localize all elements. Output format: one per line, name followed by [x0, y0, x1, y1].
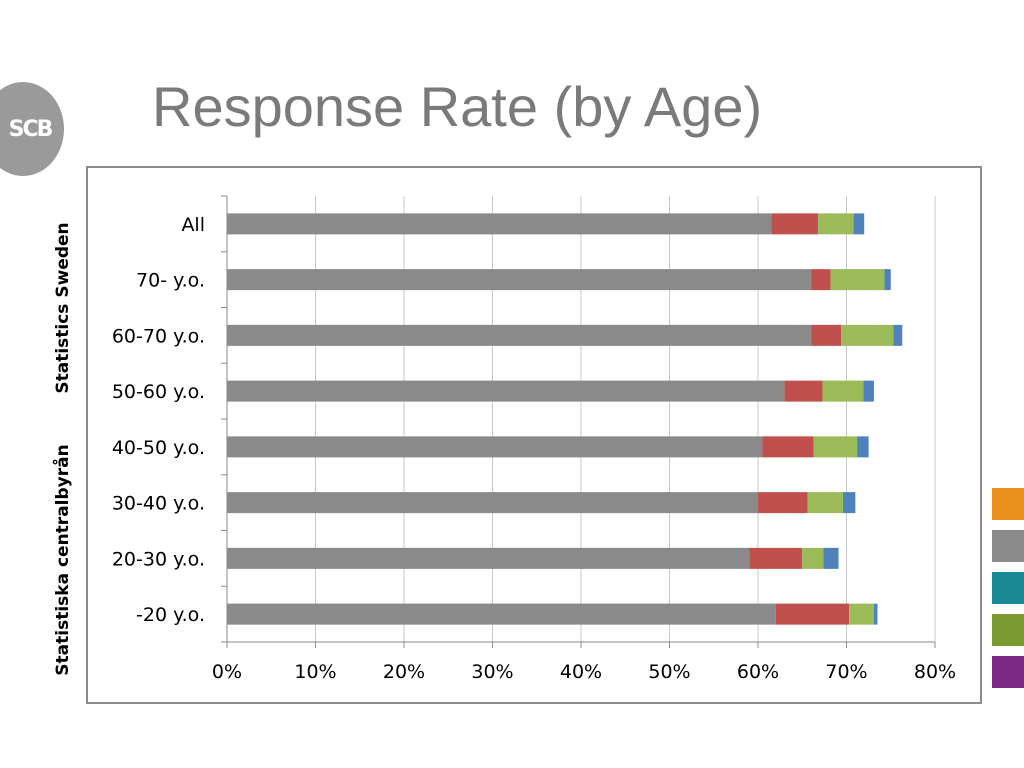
x-tick-label: 50% [648, 661, 690, 683]
category-label: 60-70 y.o. [112, 325, 205, 347]
bar-segment [802, 547, 824, 569]
scb-logo: SCB [0, 82, 64, 176]
category-label: 20-30 y.o. [112, 548, 205, 570]
bar-segment [884, 269, 891, 291]
color-swatches [992, 488, 1024, 698]
color-swatch [992, 488, 1024, 520]
bar-segment [841, 324, 894, 346]
bar-segment [830, 269, 885, 291]
bar-segment [811, 269, 831, 291]
bar-segment [849, 603, 874, 625]
bar-segment [771, 213, 819, 235]
x-tick-label: 20% [383, 661, 425, 683]
bar-segment [227, 492, 758, 514]
bar-segment [758, 492, 808, 514]
bar-segment [853, 213, 865, 235]
bar-segment [818, 213, 854, 235]
category-label: All [181, 214, 205, 236]
bar-segment [822, 380, 864, 402]
color-swatch [992, 614, 1024, 646]
category-label: -20 y.o. [136, 604, 205, 626]
response-rate-chart: 0% 10% 20% 30% 40% 50% 60% 70% 80% All 70- y.o. 60-… [112, 195, 956, 683]
bar-segment [227, 547, 750, 569]
x-tick-label: 10% [294, 661, 336, 683]
color-swatch [992, 572, 1024, 604]
x-tick-label: 40% [560, 661, 602, 683]
x-tick-label: 0% [212, 661, 242, 683]
bar-segment [762, 436, 814, 458]
color-swatch [992, 656, 1024, 688]
slide-title: Response Rate (by Age) [152, 75, 763, 138]
bar-segment [807, 492, 843, 514]
category-label: 40-50 y.o. [112, 437, 205, 459]
chart-frame: 0% 10% 20% 30% 40% 50% 60% 70% 80% All 70- y.o. 60-… [86, 166, 982, 704]
x-tick-label: 60% [737, 661, 779, 683]
bar-segment [784, 380, 823, 402]
bar-segment [823, 547, 839, 569]
bar-segment [813, 436, 858, 458]
bar-segment [227, 269, 812, 291]
side-text-statistics-sweden: Statistics Sweden [53, 222, 73, 394]
bar-segment [842, 492, 856, 514]
x-tick-label: 30% [471, 661, 513, 683]
category-label: 70- y.o. [136, 270, 205, 292]
scb-logo-text: SCB [8, 116, 54, 142]
bar-segment [863, 380, 874, 402]
bar-segment [873, 603, 878, 625]
bar-segment [811, 324, 842, 346]
bar-segment [227, 213, 772, 235]
bar-segment [227, 324, 812, 346]
x-tick-label: 80% [914, 661, 956, 683]
category-label: 50-60 y.o. [112, 381, 205, 403]
color-swatch [992, 530, 1024, 562]
side-text-statistiska-centralbyran: Statistiska centralbyrån [53, 444, 73, 676]
bar-segment [227, 436, 763, 458]
bar-segment [893, 324, 903, 346]
category-label: 30-40 y.o. [112, 493, 205, 515]
bar-segment [227, 380, 785, 402]
bar-segment [857, 436, 869, 458]
bar-segment [775, 603, 850, 625]
bar-segment [749, 547, 803, 569]
bar-segment [227, 603, 776, 625]
x-tick-label: 70% [825, 661, 867, 683]
